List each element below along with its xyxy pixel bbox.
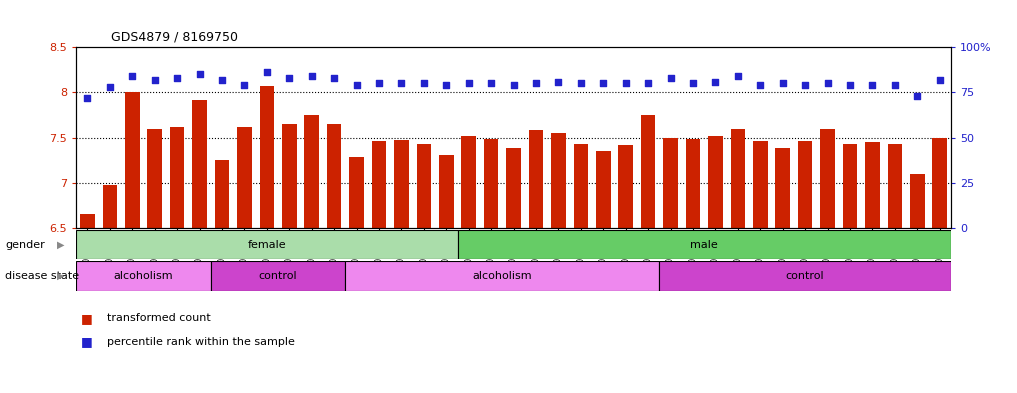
- Bar: [211, 261, 346, 291]
- Text: female: female: [247, 240, 286, 250]
- Point: [438, 82, 455, 88]
- Point: [775, 80, 791, 86]
- Bar: [529, 130, 543, 228]
- Bar: [215, 160, 230, 228]
- Point: [416, 80, 432, 86]
- Text: transformed count: transformed count: [107, 313, 211, 323]
- Bar: [417, 144, 431, 228]
- Point: [573, 80, 589, 86]
- Point: [169, 75, 185, 81]
- Bar: [237, 127, 252, 228]
- Point: [349, 82, 365, 88]
- Bar: [76, 230, 458, 259]
- Bar: [304, 115, 319, 228]
- Bar: [753, 141, 768, 228]
- Point: [124, 73, 140, 79]
- Text: GDS4879 / 8169750: GDS4879 / 8169750: [111, 30, 238, 43]
- Bar: [484, 140, 498, 228]
- Bar: [439, 155, 454, 228]
- Text: ▶: ▶: [57, 271, 65, 281]
- Point: [281, 75, 297, 81]
- Text: disease state: disease state: [5, 271, 79, 281]
- Point: [864, 82, 881, 88]
- Point: [505, 82, 522, 88]
- Bar: [259, 86, 275, 228]
- Bar: [506, 149, 521, 228]
- Text: ■: ■: [81, 335, 94, 349]
- Bar: [775, 149, 790, 228]
- Bar: [685, 140, 701, 228]
- Point: [684, 80, 701, 86]
- Bar: [865, 142, 880, 228]
- Bar: [170, 127, 184, 228]
- Point: [640, 80, 656, 86]
- Text: alcoholism: alcoholism: [114, 271, 173, 281]
- Text: ▶: ▶: [57, 240, 65, 250]
- Bar: [282, 124, 297, 228]
- Point: [909, 93, 925, 99]
- Point: [797, 82, 814, 88]
- Point: [236, 82, 252, 88]
- Point: [550, 78, 566, 84]
- Point: [214, 77, 230, 83]
- Point: [820, 80, 836, 86]
- Bar: [663, 138, 678, 228]
- Bar: [596, 151, 610, 228]
- Point: [617, 80, 634, 86]
- Point: [483, 80, 499, 86]
- Bar: [574, 144, 588, 228]
- Bar: [462, 136, 476, 228]
- Bar: [910, 174, 924, 228]
- Bar: [76, 261, 211, 291]
- Point: [146, 77, 163, 83]
- Point: [79, 95, 96, 101]
- Bar: [933, 138, 947, 228]
- Bar: [618, 145, 633, 228]
- Bar: [125, 92, 139, 228]
- Bar: [843, 144, 857, 228]
- Point: [304, 73, 320, 79]
- Point: [461, 80, 477, 86]
- Text: ■: ■: [81, 312, 94, 325]
- Bar: [551, 133, 565, 228]
- Point: [887, 82, 903, 88]
- Bar: [326, 124, 342, 228]
- Bar: [798, 141, 813, 228]
- Text: control: control: [258, 271, 297, 281]
- Bar: [192, 99, 206, 228]
- Point: [102, 84, 118, 90]
- Point: [730, 73, 746, 79]
- Point: [707, 78, 723, 84]
- Point: [842, 82, 858, 88]
- Bar: [103, 185, 117, 228]
- Bar: [349, 158, 364, 228]
- Bar: [80, 214, 95, 228]
- Bar: [821, 129, 835, 228]
- Point: [191, 71, 207, 77]
- Point: [326, 75, 343, 81]
- Bar: [147, 129, 162, 228]
- Bar: [659, 261, 951, 291]
- Text: percentile rank within the sample: percentile rank within the sample: [107, 337, 295, 347]
- Bar: [346, 261, 659, 291]
- Bar: [888, 144, 902, 228]
- Point: [258, 69, 275, 75]
- Bar: [372, 141, 386, 228]
- Point: [662, 75, 678, 81]
- Bar: [730, 129, 745, 228]
- Text: control: control: [786, 271, 825, 281]
- Text: gender: gender: [5, 240, 45, 250]
- Bar: [641, 115, 655, 228]
- Bar: [458, 230, 951, 259]
- Bar: [395, 140, 409, 228]
- Text: alcoholism: alcoholism: [473, 271, 532, 281]
- Point: [932, 77, 948, 83]
- Point: [528, 80, 544, 86]
- Point: [595, 80, 611, 86]
- Bar: [708, 136, 723, 228]
- Text: male: male: [691, 240, 718, 250]
- Point: [371, 80, 387, 86]
- Point: [394, 80, 410, 86]
- Point: [753, 82, 769, 88]
